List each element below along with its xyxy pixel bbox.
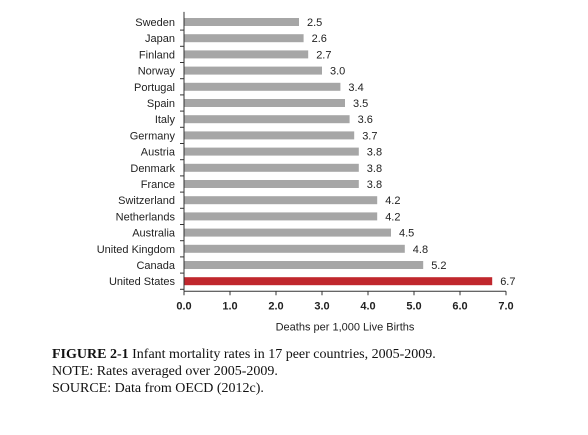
figure-caption: FIGURE 2-1 Infant mortality rates in 17 … [52,346,572,397]
x-tick-label: 4.0 [360,300,375,312]
category-label: Italy [155,114,176,126]
bar [184,163,359,172]
bar-value-label: 6.7 [500,276,515,288]
bar [184,34,304,43]
bar [184,18,299,26]
figure-number: FIGURE 2-1 [52,347,129,362]
category-label: Sweden [135,17,175,29]
x-tick-label: 2.0 [268,300,283,312]
bar [184,180,359,188]
bar [184,50,309,59]
bar-value-label: 3.8 [367,163,382,175]
category-label: Canada [136,260,175,272]
x-ticks-group: 0.0 1.0 2.0 3.0 4.0 5.0 6.0 7.0 [176,291,514,312]
bar-value-label: 2.6 [312,33,327,45]
bar [184,82,341,91]
bar-value-label: 3.7 [362,130,377,142]
bar [184,66,322,75]
bar-value-label: 3.8 [367,179,382,191]
category-label: United States [109,276,176,288]
category-label: Finland [139,49,175,61]
category-label: Denmark [130,163,175,175]
x-axis-title: Deaths per 1,000 Live Births [276,321,415,333]
x-tick-label: 1.0 [222,300,237,312]
bar [184,115,350,124]
x-tick-label: 5.0 [406,300,421,312]
caption-line-title: FIGURE 2-1 Infant mortality rates in 17 … [52,346,572,363]
bar-value-label: 3.8 [367,147,382,159]
bar-value-label: 4.2 [385,195,400,207]
bar [184,228,391,237]
x-tick-label: 0.0 [176,300,191,312]
bar-value-label: 4.8 [413,244,428,256]
bar [184,196,378,205]
bar [184,147,359,156]
figure-description: Infant mortality rates in 17 peer countr… [132,347,436,362]
bar-value-label: 3.6 [358,114,373,126]
bar [184,244,405,253]
bar-value-label: 3.4 [348,82,363,94]
category-label: Portugal [134,82,175,94]
bar-value-label: 3.5 [353,98,368,110]
category-label: Australia [132,228,176,240]
bar [184,277,493,286]
bar-value-label: 5.2 [431,260,446,272]
category-label: Japan [145,33,175,45]
figure-source: SOURCE: Data from OECD (2012c). [52,381,264,396]
category-label: Norway [138,66,176,78]
figure-note: NOTE: Rates averaged over 2005-2009. [52,364,278,379]
category-label: France [141,179,175,191]
category-label: Netherlands [116,211,176,223]
bar [184,212,378,221]
bar [184,99,345,107]
bar [184,261,424,269]
bar-value-label: 2.5 [307,17,322,29]
bar-chart: Sweden 2.5 Japan 2.6 Finland 2.7 Norway 3.0 Port… [97,11,515,333]
bar-value-label: 4.5 [399,228,414,240]
category-label: United Kingdom [97,244,175,256]
x-tick-label: 7.0 [498,300,513,312]
x-tick-label: 6.0 [452,300,467,312]
category-label: Austria [141,147,176,159]
category-label: Spain [147,98,175,110]
category-label: Germany [130,130,176,142]
bar-value-label: 3.0 [330,66,345,78]
bars-group: Sweden 2.5 Japan 2.6 Finland 2.7 Norway 3.0 Port… [97,17,515,290]
x-tick-label: 3.0 [314,300,329,312]
bar-value-label: 2.7 [316,49,331,61]
category-label: Switzerland [118,195,175,207]
bar-value-label: 4.2 [385,211,400,223]
bar [184,131,355,140]
